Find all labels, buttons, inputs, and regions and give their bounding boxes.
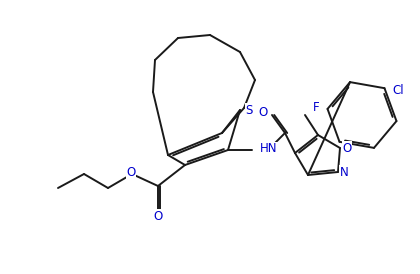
Text: HN: HN (260, 142, 278, 156)
Text: N: N (340, 165, 348, 178)
Text: F: F (313, 101, 320, 115)
Text: Cl: Cl (393, 84, 404, 97)
Text: O: O (126, 167, 136, 179)
Text: O: O (259, 105, 268, 118)
Text: O: O (342, 141, 352, 155)
Text: S: S (245, 104, 253, 116)
Text: O: O (153, 210, 163, 222)
